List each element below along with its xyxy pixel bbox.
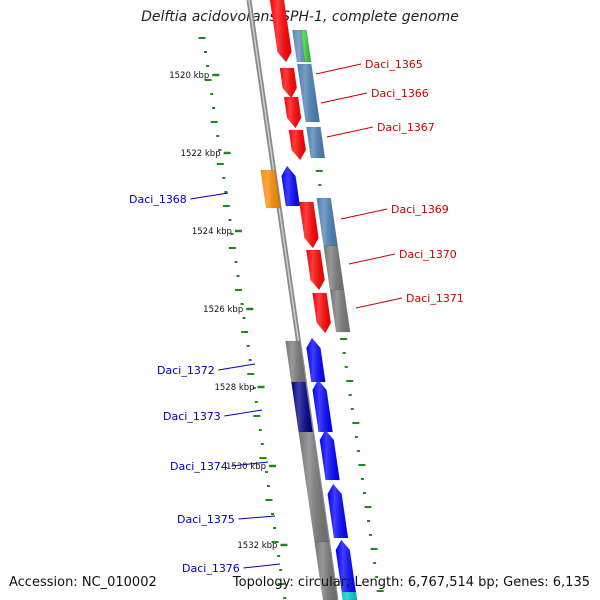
gene-feature-shine	[306, 250, 325, 290]
scale-label-1528: 1528 kbp	[214, 383, 254, 393]
gene-feature-shine	[288, 130, 306, 160]
gene-feature-shine	[312, 293, 331, 333]
scale-label-1524: 1524 kbp	[192, 227, 232, 237]
gene-label-daci-1367: Daci_1367	[377, 121, 435, 134]
label-leader-line	[355, 297, 403, 309]
gene-label-daci-1374: Daci_1374	[170, 460, 228, 473]
gene-feature-shine	[284, 97, 302, 128]
label-leader-line	[231, 461, 269, 467]
map-title: Delftia acidovorans SPH-1, complete geno…	[141, 9, 459, 25]
scale-label-1526: 1526 kbp	[203, 305, 243, 315]
gene-feature-shine	[327, 484, 349, 538]
scale-label-1520: 1520 kbp	[169, 71, 209, 81]
gene-feature-shine	[323, 246, 345, 290]
gene-label-daci-1370: Daci_1370	[399, 248, 457, 261]
gene-feature-shine	[281, 166, 300, 206]
label-leader-line	[315, 63, 362, 75]
gene-label-daci-1375: Daci_1375	[177, 513, 235, 526]
gene-feature-shine	[319, 430, 340, 480]
label-leader-line	[326, 126, 374, 138]
gene-label-daci-1372: Daci_1372	[157, 364, 215, 377]
label-leader-line	[224, 409, 263, 417]
gene-feature-shine	[291, 382, 313, 432]
gene-label-daci-1371: Daci_1371	[406, 292, 464, 305]
scale-labels: 1520 kbp 1522 kbp 1524 kbp 1526 kbp 1528 kbp…	[169, 71, 288, 551]
gene-label-daci-1365: Daci_1365	[365, 58, 423, 71]
scale-label-1532: 1532 kbp	[237, 541, 277, 551]
scale-label-1522: 1522 kbp	[181, 149, 221, 159]
gene-feature-shine	[300, 30, 311, 62]
label-leader-line	[340, 208, 388, 220]
gene-feature-shine	[270, 0, 292, 62]
gene-features	[260, 0, 358, 600]
gene-label-daci-1373: Daci_1373	[163, 410, 221, 423]
label-leader-line	[190, 192, 229, 200]
gene-feature-shine	[341, 592, 357, 600]
label-leader-line	[243, 563, 281, 569]
gene-feature-shine	[299, 202, 319, 248]
gene-label-daci-1376: Daci_1376	[182, 562, 240, 575]
gene-feature-shine	[314, 542, 337, 600]
gene-feature-shine	[298, 432, 329, 542]
gene-feature-shine	[335, 540, 357, 600]
scale-label-1530: 1530 kbp	[226, 462, 266, 472]
gene-feature-shine	[285, 341, 306, 382]
label-leader-line	[238, 515, 276, 520]
gene-labels: Daci_1365 Daci_1366 Daci_1367 Daci_1368 Daci…	[129, 58, 464, 575]
label-leader-line	[348, 253, 396, 265]
gene-label-daci-1368: Daci_1368	[129, 193, 187, 206]
label-leader-lines	[190, 63, 403, 569]
gene-feature-shine	[312, 380, 333, 432]
gene-label-daci-1369: Daci_1369	[391, 203, 449, 216]
gene-feature-shine	[306, 338, 326, 382]
label-leader-line	[218, 363, 256, 371]
gene-feature-shine	[279, 68, 297, 98]
gene-feature-shine	[330, 290, 351, 332]
gene-feature-shine	[260, 170, 281, 208]
topology-text: Topology: circular; Length: 6,767,514 bp…	[232, 575, 590, 590]
gene-feature-shine	[297, 64, 320, 122]
gene-label-daci-1366: Daci_1366	[371, 87, 429, 100]
accession-text: Accession: NC_010002	[9, 575, 157, 590]
label-leader-line	[320, 92, 368, 104]
gene-feature-shine	[306, 127, 325, 158]
gene-feature-shine	[316, 198, 338, 246]
